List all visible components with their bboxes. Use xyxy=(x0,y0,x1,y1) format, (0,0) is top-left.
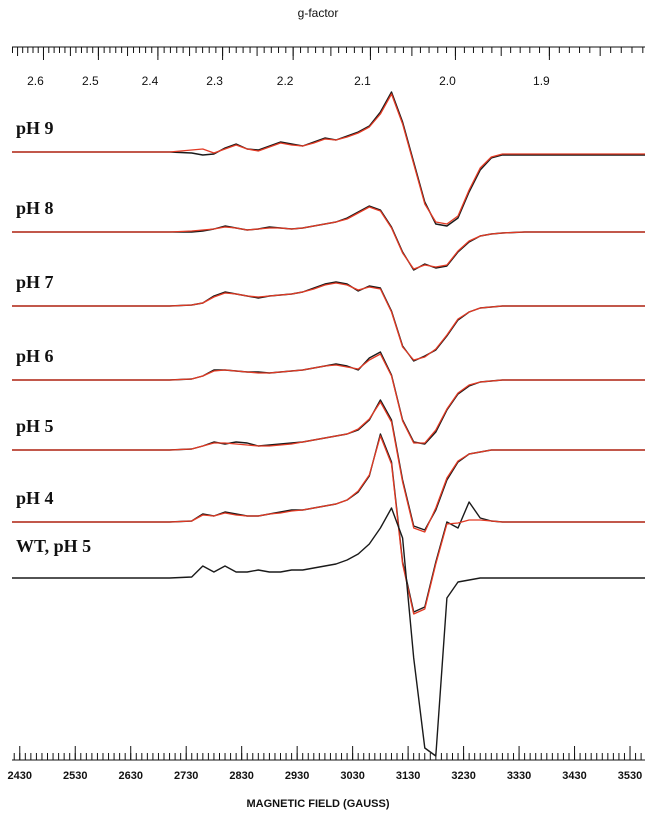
x2-axis-title: g-factor xyxy=(298,6,339,20)
x-tick-label: 2530 xyxy=(63,770,87,782)
trace-label: pH 6 xyxy=(16,346,54,366)
trace-label: pH 9 xyxy=(16,118,54,138)
x-tick-label: 2730 xyxy=(174,770,198,782)
x2-tick-label: 2.3 xyxy=(206,74,223,88)
simulated-trace xyxy=(12,435,645,615)
x-tick-label: 2930 xyxy=(285,770,309,782)
x-axis-title: MAGNETIC FIELD (GAUSS) xyxy=(247,798,390,810)
experimental-trace xyxy=(12,91,645,227)
x2-tick-label: 2.1 xyxy=(354,74,371,88)
x-tick-label: 3230 xyxy=(451,770,475,782)
trace-label: pH 8 xyxy=(16,198,54,218)
x2-tick-label: 2.5 xyxy=(82,74,99,88)
simulated-trace xyxy=(12,206,645,270)
x-tick-label: 3330 xyxy=(507,770,531,782)
experimental-trace xyxy=(12,433,645,613)
x-tick-label: 2430 xyxy=(8,770,32,782)
x2-tick-label: 1.9 xyxy=(533,74,550,88)
x-tick-label: 3030 xyxy=(340,770,364,782)
x-tick-label: 2830 xyxy=(229,770,253,782)
trace-label: WT, pH 5 xyxy=(16,536,91,556)
simulated-trace xyxy=(12,401,645,533)
trace-label: pH 4 xyxy=(16,488,54,508)
trace-label: pH 7 xyxy=(16,272,54,292)
experimental-trace xyxy=(12,281,645,362)
x-tick-label: 2630 xyxy=(118,770,142,782)
x2-tick-label: 2.2 xyxy=(277,74,294,88)
x2-tick-label: 2.6 xyxy=(27,74,44,88)
experimental-trace xyxy=(12,507,645,757)
experimental-trace xyxy=(12,399,645,531)
simulated-trace xyxy=(12,353,645,444)
trace-label: pH 5 xyxy=(16,416,54,436)
x-tick-label: 3130 xyxy=(396,770,420,782)
x-tick-label: 3530 xyxy=(618,770,642,782)
x2-tick-label: 2.4 xyxy=(142,74,159,88)
x2-tick-label: 2.0 xyxy=(439,74,456,88)
x-tick-label: 3430 xyxy=(562,770,586,782)
simulated-trace xyxy=(12,282,645,361)
experimental-trace xyxy=(12,205,645,271)
simulated-trace xyxy=(12,93,645,225)
